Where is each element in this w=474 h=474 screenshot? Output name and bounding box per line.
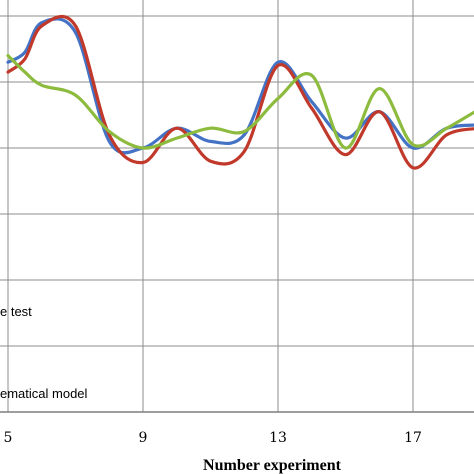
legend-entry-1: e test — [0, 304, 32, 319]
grid-layer — [0, 0, 474, 413]
series-layer — [6, 14, 474, 170]
series-line-3 — [6, 54, 474, 150]
x-tick-label: 17 — [404, 430, 422, 446]
x-tick-labels: 5 9 13 17 — [4, 430, 422, 446]
legend-entry-2: ematical model — [0, 386, 88, 401]
x-tick-label: 13 — [269, 430, 287, 446]
series-line-2 — [6, 14, 474, 170]
x-axis-title: Number experiment — [203, 457, 342, 474]
x-tick-label: 5 — [4, 430, 13, 446]
x-tick-label: 9 — [139, 430, 148, 446]
series-line-1 — [6, 17, 474, 155]
